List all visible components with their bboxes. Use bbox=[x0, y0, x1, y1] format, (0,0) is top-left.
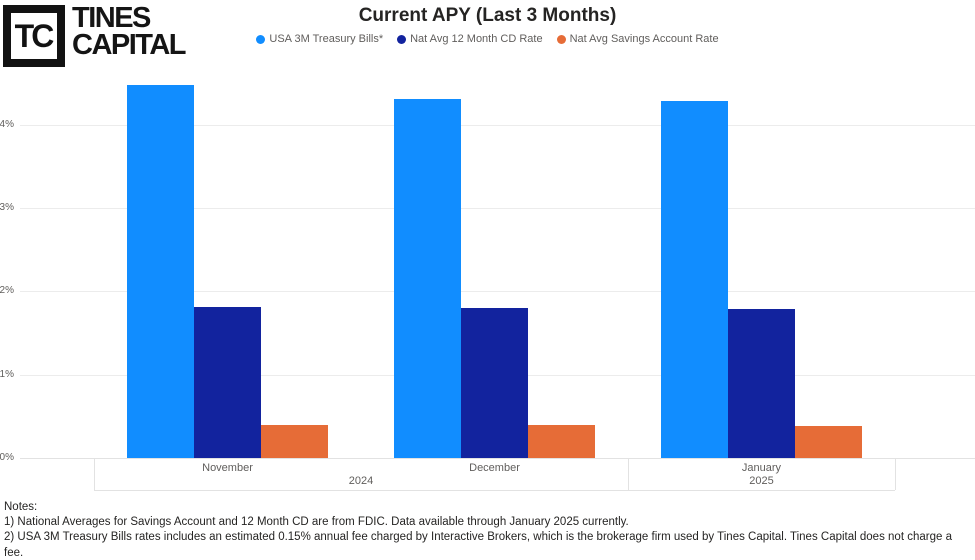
chart-legend: USA 3M Treasury Bills* Nat Avg 12 Month C… bbox=[0, 33, 975, 45]
tc-monogram-icon: TC bbox=[3, 5, 65, 67]
legend-swatch-icon bbox=[397, 34, 407, 44]
tines-capital-logo: TC TINES CAPITAL bbox=[3, 2, 187, 67]
axis-separator-1 bbox=[628, 459, 629, 490]
bar-november-series1[interactable] bbox=[127, 84, 194, 458]
legend-item-1[interactable]: USA 3M Treasury Bills* bbox=[256, 33, 383, 45]
logo-wordmark-line1: TINES bbox=[72, 2, 151, 34]
y-axis-tick-4%: 4% bbox=[0, 118, 14, 130]
axis-separator-2 bbox=[895, 459, 896, 490]
bar-january-series2[interactable] bbox=[728, 308, 795, 458]
y-axis-tick-3%: 3% bbox=[0, 201, 14, 213]
chart-title: Current APY (Last 3 Months) bbox=[358, 5, 617, 26]
bar-december-series1[interactable] bbox=[394, 98, 461, 458]
axis-separator-0 bbox=[94, 459, 95, 490]
tc-monogram-text: TC bbox=[14, 18, 55, 54]
gridline-2% bbox=[20, 291, 975, 293]
x-axis-year-2024: 2024 bbox=[348, 475, 374, 487]
legend-item-3[interactable]: Nat Avg Savings Account Rate bbox=[556, 33, 719, 45]
bar-january-series3[interactable] bbox=[795, 426, 862, 458]
bar-january-series1[interactable] bbox=[661, 101, 728, 458]
legend-item-2[interactable]: Nat Avg 12 Month CD Rate bbox=[397, 33, 543, 45]
gridline-0% bbox=[20, 458, 975, 459]
legend-label: Nat Avg 12 Month CD Rate bbox=[410, 33, 543, 45]
x-axis-month-january: January bbox=[741, 462, 782, 474]
bar-november-series3[interactable] bbox=[261, 424, 328, 458]
legend-label: Nat Avg Savings Account Rate bbox=[569, 33, 719, 45]
y-axis-tick-1%: 1% bbox=[0, 368, 14, 380]
x-axis-month-november: November bbox=[202, 462, 253, 474]
bar-december-series2[interactable] bbox=[461, 307, 528, 458]
y-axis-tick-2%: 2% bbox=[0, 285, 14, 297]
x-axis-year-2025: 2025 bbox=[749, 475, 774, 487]
legend-swatch-icon bbox=[556, 34, 566, 44]
logo-wordmark-line2: CAPITAL bbox=[72, 28, 187, 61]
gridline-3% bbox=[20, 207, 975, 209]
legend-label: USA 3M Treasury Bills* bbox=[269, 33, 384, 45]
bar-november-series2[interactable] bbox=[194, 307, 261, 458]
note-line-1: 1) National Averages for Savings Account… bbox=[4, 516, 629, 529]
note-line-2: 2) USA 3M Treasury Bills rates includes … bbox=[4, 531, 952, 559]
notes-section: Notes: 1) National Averages for Savings … bbox=[4, 500, 969, 560]
x-axis-month-december: December bbox=[469, 462, 520, 474]
logo-wordmark: TINES CAPITAL bbox=[72, 2, 187, 61]
legend-swatch-icon bbox=[256, 34, 266, 44]
bar-december-series3[interactable] bbox=[528, 425, 595, 458]
gridline-4% bbox=[20, 124, 975, 126]
axis-zone-bottom-border bbox=[94, 490, 895, 491]
notes-heading: Notes: bbox=[4, 501, 38, 513]
y-axis-tick-0%: 0% bbox=[0, 452, 14, 463]
